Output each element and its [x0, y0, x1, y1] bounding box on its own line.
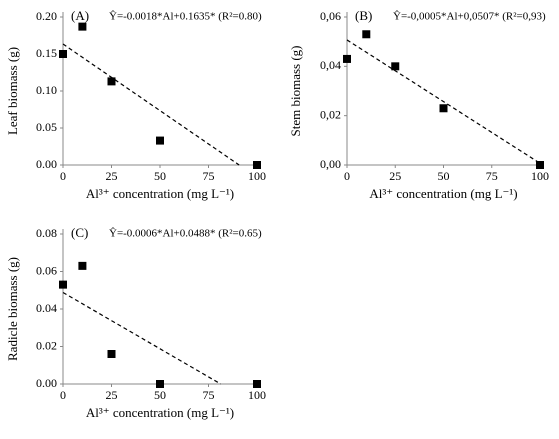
y-tick-label: 0.05 [36, 120, 57, 134]
data-point [536, 161, 544, 169]
data-point [253, 380, 261, 388]
x-tick-label: 25 [389, 169, 401, 183]
y-tick-label: 0,06 [320, 9, 341, 23]
y-tick-label: 0.00 [36, 376, 57, 390]
data-point [343, 54, 351, 63]
y-axis-label: Radicle biomass (g) [5, 257, 20, 361]
panel-label: (C) [71, 225, 88, 240]
data-point [253, 161, 261, 169]
equation: Ŷ=-0.0006*Al+0.0488* (R²=0.65) [109, 228, 262, 240]
x-tick-label: 25 [106, 169, 118, 183]
x-tick-label: 0 [60, 169, 66, 183]
y-tick-label: 0,02 [320, 107, 341, 121]
x-axis-label: Al³⁺ concentration (mg L⁻¹) [86, 186, 234, 201]
panel-label: (B) [355, 8, 372, 23]
data-point [362, 30, 371, 39]
x-tick-label: 25 [106, 388, 118, 402]
x-axis-label: Al³⁺ concentration (mg L⁻¹) [369, 186, 517, 201]
trend-line [62, 291, 222, 385]
panel-label: (A) [71, 8, 89, 23]
data-point [439, 104, 448, 113]
equation: Ŷ=-0,0005*Al+0,0507* (R²=0,93) [393, 11, 546, 23]
y-tick-label: 0.15 [36, 46, 57, 60]
x-tick-label: 50 [154, 169, 166, 183]
y-tick-label: 0.02 [36, 338, 57, 352]
x-tick-label: 0 [344, 169, 350, 183]
x-tick-label: 50 [154, 388, 166, 402]
x-tick-label: 100 [248, 388, 266, 402]
x-tick-label: 0 [60, 388, 66, 402]
x-tick-label: 75 [203, 388, 215, 402]
data-point [107, 350, 116, 358]
x-axis-label: Al³⁺ concentration (mg L⁻¹) [86, 405, 234, 420]
trend-line [62, 43, 240, 166]
y-tick-label: 0.04 [36, 301, 57, 315]
y-tick-label: 0.06 [36, 263, 57, 277]
data-point [156, 380, 164, 388]
y-axis-label: Stem biomass (g) [288, 46, 303, 137]
y-tick-label: 0.08 [36, 226, 57, 240]
x-tick-label: 75 [486, 169, 498, 183]
x-tick-label: 75 [203, 169, 215, 183]
data-point [391, 62, 400, 71]
data-point [59, 50, 67, 58]
equation: Ŷ=-0.0018*Al+0.1635* (R²=0.80) [109, 11, 262, 23]
y-axis-label: Leaf biomass (g) [5, 47, 20, 135]
data-point [107, 77, 116, 86]
x-tick-label: 50 [438, 169, 450, 183]
data-point [78, 22, 87, 31]
y-tick-label: 0.10 [36, 83, 57, 97]
y-tick-label: 0,00 [320, 157, 341, 171]
data-point [78, 261, 87, 270]
y-tick-label: 0,04 [320, 58, 341, 72]
data-point [59, 280, 67, 289]
y-tick-label: 0.00 [36, 157, 57, 171]
data-point [156, 136, 164, 145]
trend-line [346, 39, 541, 164]
x-tick-label: 100 [531, 169, 549, 183]
y-tick-label: 0.20 [36, 9, 57, 23]
x-tick-label: 100 [248, 169, 266, 183]
